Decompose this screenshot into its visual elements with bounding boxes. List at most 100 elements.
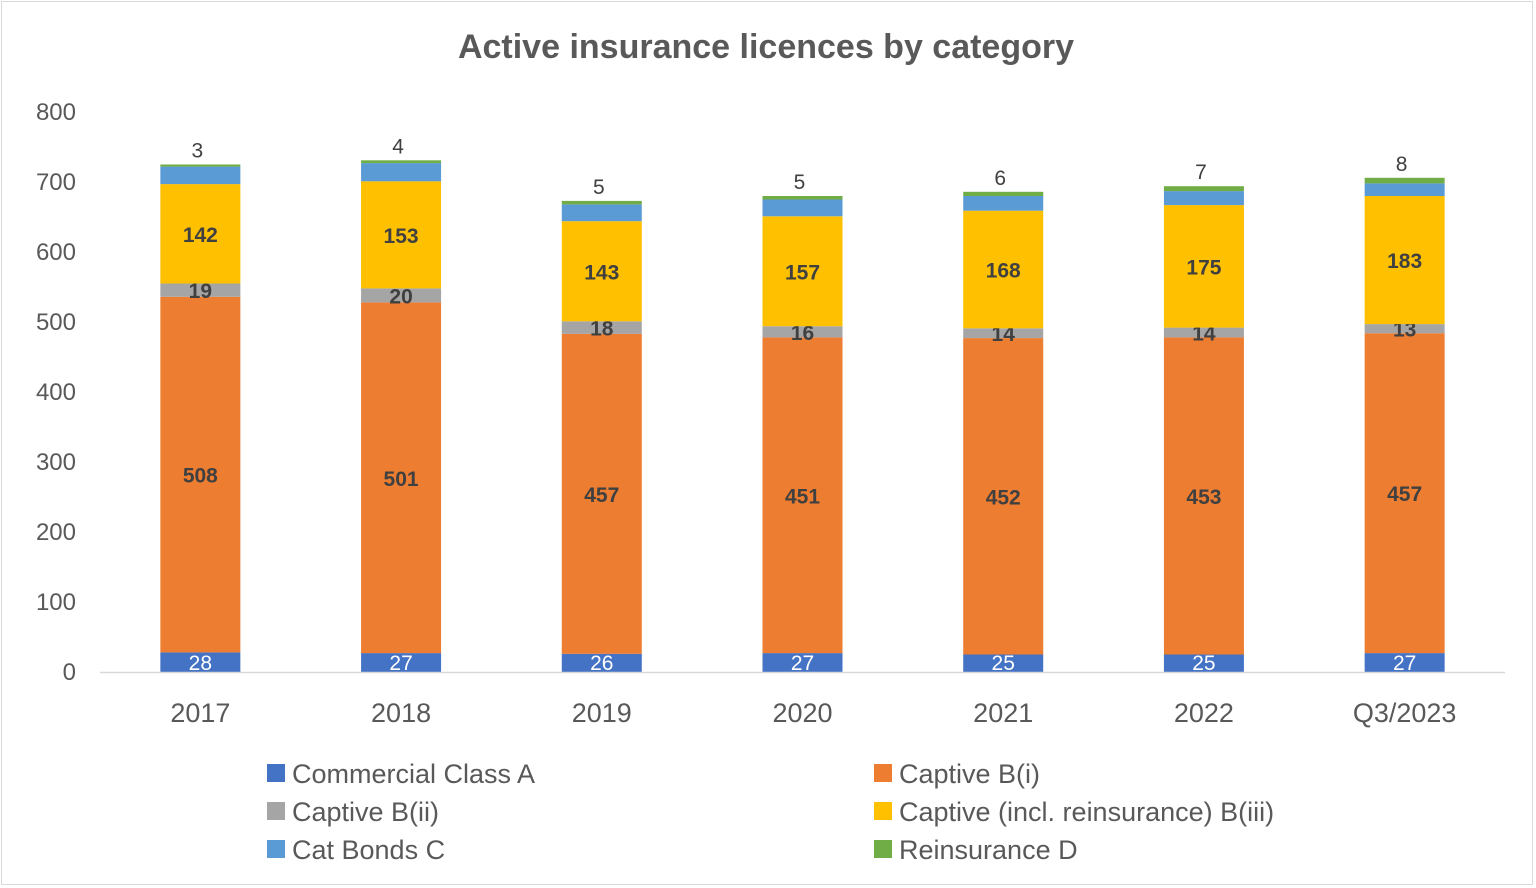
x-tick-label: 2022 [1174, 698, 1234, 728]
data-label: 8 [1396, 153, 1408, 176]
data-label: 142 [183, 224, 218, 247]
y-tick-label: 500 [36, 309, 76, 336]
y-axis: 0 100 200 300 400 500 600 700 800 [36, 99, 76, 686]
bar-segment [762, 653, 843, 672]
legend-item: Captive (incl. reinsurance) B(iii) [874, 797, 1274, 827]
bar-segment [561, 221, 642, 322]
bar-segment [963, 210, 1044, 329]
data-label: 14 [1192, 323, 1216, 346]
bar-segment [561, 204, 642, 222]
bar-segment [1163, 186, 1244, 192]
bar-segment [561, 333, 642, 654]
data-label: 14 [992, 323, 1016, 346]
data-label: 13 [1393, 319, 1416, 342]
legend: Commercial Class A Captive B(i) Captive B(… [267, 759, 1274, 865]
bar-segment [160, 296, 241, 653]
legend-swatch [267, 764, 285, 782]
bar-segment [963, 328, 1044, 339]
legend-swatch [874, 840, 892, 858]
data-label: 27 [1393, 652, 1416, 675]
legend-item: Commercial Class A [267, 759, 535, 789]
data-label: 457 [584, 484, 619, 507]
data-label: 6 [994, 167, 1006, 190]
bar-segment [361, 288, 442, 303]
legend-swatch [874, 764, 892, 782]
bar-segment [762, 196, 843, 200]
bar-segment [1364, 333, 1445, 654]
legend-swatch [267, 802, 285, 820]
bar-segment [160, 164, 241, 167]
data-label: 18 [590, 318, 614, 341]
bar-segment [762, 337, 843, 654]
legend-swatch [267, 840, 285, 858]
bar-segment [1364, 653, 1445, 672]
y-tick-label: 300 [36, 449, 76, 476]
chart-title: Active insurance licences by category [458, 28, 1074, 66]
y-tick-label: 800 [36, 99, 76, 126]
x-tick-label: Q3/2023 [1353, 698, 1457, 728]
data-label: 5 [593, 176, 605, 199]
data-label: 20 [389, 285, 412, 308]
bar-segment [160, 184, 241, 284]
bar-segment [561, 200, 642, 205]
data-label: 28 [189, 652, 212, 675]
x-tick-label: 2018 [371, 698, 431, 728]
y-tick-label: 0 [63, 659, 76, 686]
bar-segment [1163, 205, 1244, 328]
bar-segment [1364, 196, 1445, 325]
data-label: 27 [791, 652, 814, 675]
legend-label: Reinsurance D [899, 835, 1078, 865]
bar-stack-Q3/2023: 27 457 13 183 8 [1364, 153, 1445, 675]
bar-segment [361, 163, 442, 182]
bar-stack-2022: 25 453 14 175 7 [1163, 161, 1244, 675]
bar-segment [160, 166, 241, 185]
data-label: 27 [389, 652, 412, 675]
bar-stack-2019: 26 457 18 143 5 [561, 176, 642, 675]
data-label: 501 [384, 468, 419, 491]
bar-segment [963, 338, 1044, 655]
bar-segment [361, 653, 442, 672]
data-label: 25 [992, 652, 1015, 675]
data-label: 16 [791, 322, 814, 345]
legend-item: Cat Bonds C [267, 835, 445, 865]
data-label: 175 [1186, 256, 1221, 279]
data-label: 19 [189, 280, 212, 303]
bar-segment [963, 654, 1044, 672]
legend-label: Cat Bonds C [292, 835, 445, 865]
bar-segment [1163, 327, 1244, 338]
legend-label: Captive (incl. reinsurance) B(iii) [899, 797, 1274, 827]
bar-segment [1364, 183, 1445, 196]
y-tick-label: 400 [36, 379, 76, 406]
bar-segment [963, 196, 1044, 211]
data-label: 4 [392, 135, 404, 158]
x-tick-label: 2021 [973, 698, 1033, 728]
data-label: 5 [794, 171, 806, 194]
data-label: 26 [590, 652, 613, 675]
bar-segment [561, 321, 642, 334]
bar-segment [1163, 191, 1244, 206]
x-tick-label: 2020 [772, 698, 832, 728]
bar-segment [762, 216, 843, 327]
legend-label: Captive B(ii) [292, 797, 439, 827]
data-label: 451 [785, 485, 820, 508]
x-tick-label: 2017 [170, 698, 230, 728]
bar-segment [160, 652, 241, 672]
legend-label: Commercial Class A [292, 759, 535, 789]
bar-segment [361, 302, 442, 654]
bar-segment [1364, 177, 1445, 184]
y-tick-label: 100 [36, 589, 76, 616]
legend-label: Captive B(i) [899, 759, 1040, 789]
legend-item: Captive B(ii) [267, 797, 439, 827]
legend-swatch [874, 802, 892, 820]
bar-segment [1163, 654, 1244, 672]
data-label: 452 [986, 486, 1021, 509]
bar-segment [762, 326, 843, 338]
y-tick-label: 600 [36, 239, 76, 266]
data-label: 153 [384, 225, 419, 248]
data-label: 457 [1387, 483, 1422, 506]
bars: 28 508 19 142 3 27 501 20 153 4 26 457 18 143 5 27 451 16… [160, 135, 1445, 675]
bar-segment [361, 181, 442, 289]
bar-segment [361, 160, 442, 164]
